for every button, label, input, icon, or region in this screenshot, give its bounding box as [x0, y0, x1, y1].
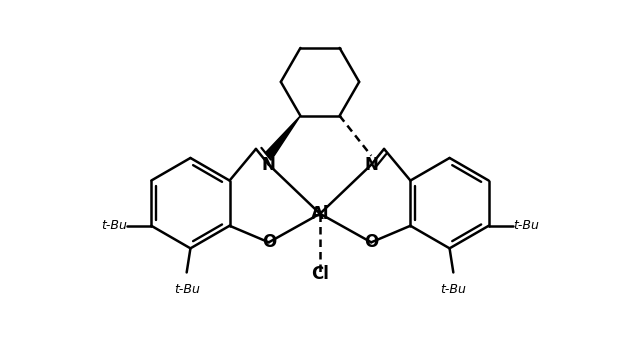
- Text: O: O: [262, 233, 276, 251]
- Text: O: O: [364, 233, 378, 251]
- Text: t-Bu: t-Bu: [513, 219, 539, 232]
- Text: N: N: [364, 156, 378, 174]
- Polygon shape: [265, 116, 300, 158]
- Text: Al: Al: [311, 205, 329, 223]
- Text: t-Bu: t-Bu: [440, 283, 467, 296]
- Text: t-Bu: t-Bu: [101, 219, 127, 232]
- Text: Cl: Cl: [311, 265, 329, 283]
- Text: t-Bu: t-Bu: [173, 283, 200, 296]
- Text: N: N: [262, 156, 276, 174]
